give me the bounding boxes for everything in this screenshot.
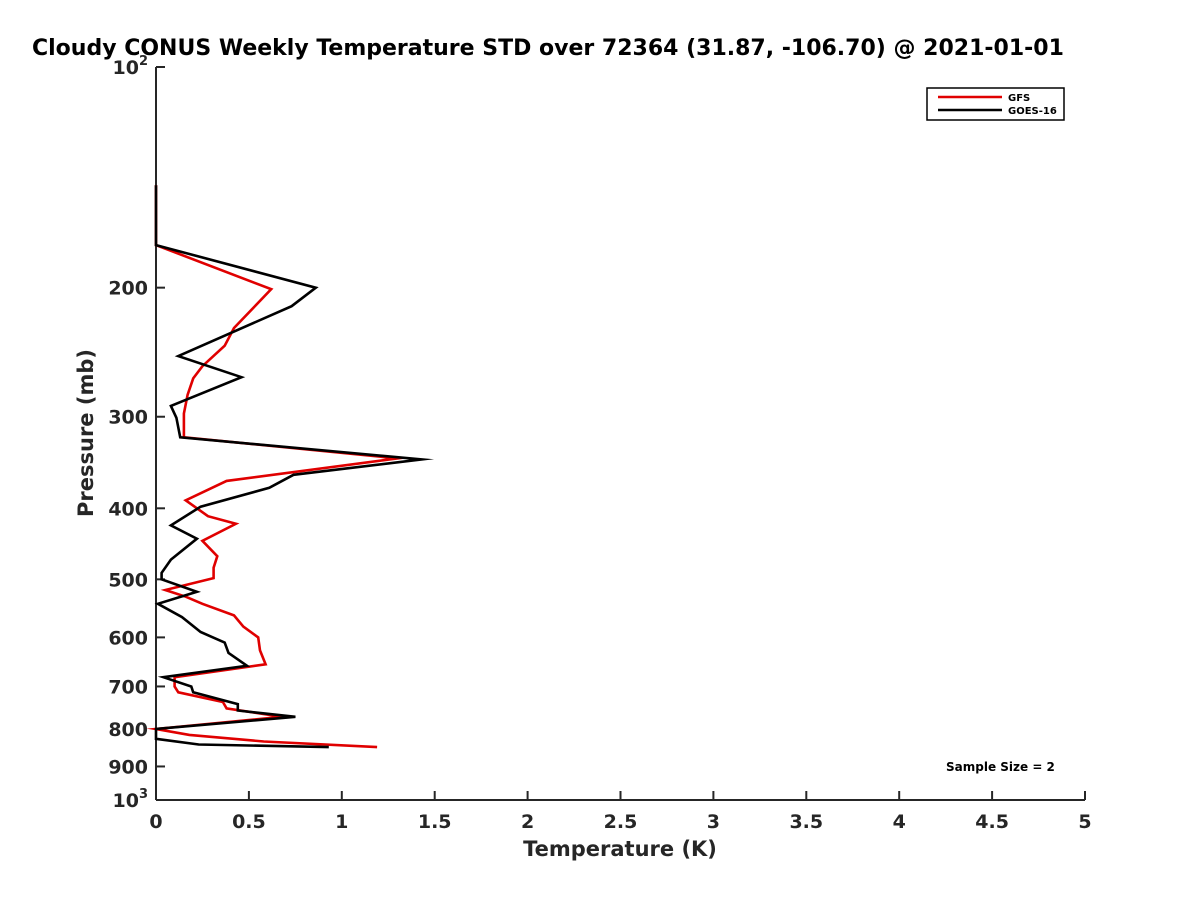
x-tick-label: 1 <box>335 811 348 833</box>
x-tick-label: 2 <box>521 811 534 833</box>
x-tick-label: 0.5 <box>232 811 266 833</box>
x-axis-label: Temperature (K) <box>523 837 717 861</box>
y-tick-label: 500 <box>108 569 148 591</box>
legend: GFS GOES-16 <box>926 87 1065 121</box>
y-tick-label: 300 <box>108 407 148 429</box>
x-tick-label: 5 <box>1078 811 1091 833</box>
plot-area <box>156 67 1085 800</box>
y-tick-label: 700 <box>108 676 148 698</box>
series-line-gfs <box>146 185 409 749</box>
y-tick-label: 400 <box>108 498 148 520</box>
x-tick-label: 4.5 <box>975 811 1009 833</box>
legend-label-goes16: GOES-16 <box>1008 106 1057 117</box>
series-line-goes-16 <box>154 185 435 749</box>
axes: 0 0.5 1 1.5 2 2.5 3 3.5 4 4.5 5 102 200 300 400 500 600 7… <box>108 54 1091 833</box>
y-tick-label: 600 <box>108 627 148 649</box>
y-tick-label: 800 <box>108 719 148 741</box>
x-tick-label: 1.5 <box>418 811 452 833</box>
x-tick-label: 4 <box>893 811 906 833</box>
x-tick-label: 0 <box>149 811 162 833</box>
x-tick-label: 2.5 <box>604 811 638 833</box>
legend-label-gfs: GFS <box>1008 93 1030 104</box>
y-tick-label: 900 <box>108 756 148 778</box>
x-tick-label: 3 <box>707 811 720 833</box>
y-tick-label: 200 <box>108 278 148 300</box>
chart-title: Cloudy CONUS Weekly Temperature STD over… <box>32 36 1064 61</box>
y-axis-label: Pressure (mb) <box>74 349 98 517</box>
y-tick-label: 102 <box>113 54 149 79</box>
x-tick-label: 3.5 <box>789 811 823 833</box>
legend-box <box>926 87 1065 121</box>
series-layer <box>146 185 435 749</box>
y-tick-label: 103 <box>113 787 149 812</box>
sample-size-annotation: Sample Size = 2 <box>946 760 1055 774</box>
